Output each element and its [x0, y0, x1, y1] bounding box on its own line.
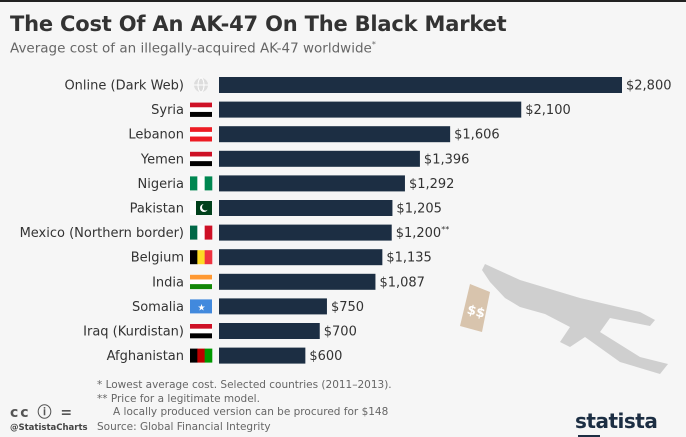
category-label: Belgium — [131, 251, 184, 266]
value-label: $750 — [331, 300, 364, 315]
flag-stripe — [190, 176, 198, 191]
category-label: Lebanon — [128, 128, 184, 143]
flag-stripe — [190, 279, 212, 285]
bar — [219, 224, 392, 241]
bar — [219, 77, 622, 93]
flag-star: ★ — [198, 303, 206, 313]
value-label: $1,200** — [396, 225, 450, 241]
svg-text:$$: $$ — [465, 303, 486, 322]
flag-stripe — [204, 225, 213, 240]
flag-stripe — [190, 151, 212, 157]
flag-stripe — [190, 102, 212, 108]
flag-stripe — [190, 111, 212, 117]
flag-stripe — [190, 250, 198, 265]
chart-title: The Cost Of An AK-47 On The Black Market — [10, 12, 507, 36]
value-label: $1,087 — [379, 275, 425, 290]
footnote-3: A locally produced version can be procur… — [113, 406, 389, 418]
category-label: Afghanistan — [107, 349, 184, 364]
flag-crescent-cut — [202, 203, 209, 211]
bar — [219, 200, 393, 216]
category-label: Mexico (Northern border) — [20, 226, 184, 241]
bar — [219, 101, 522, 118]
price-tag-icon: $$ — [460, 284, 490, 332]
flag-stripe — [190, 274, 212, 280]
statista-logo: statista — [575, 409, 686, 437]
value-label: $1,135 — [386, 251, 432, 266]
logo-text: statista — [575, 409, 658, 433]
value-label: $1,292 — [409, 177, 455, 192]
value-label: $2,800 — [626, 79, 672, 94]
bar — [219, 249, 383, 266]
bar — [219, 323, 320, 339]
footnotes: * Lowest average cost. Selected countrie… — [97, 379, 392, 434]
flag-stripe — [197, 176, 205, 191]
flag-stripe — [197, 225, 205, 240]
ak47-silhouette-icon: $$ — [460, 264, 668, 374]
value-label: $1,606 — [454, 128, 500, 143]
value-label: $1,205 — [396, 202, 442, 217]
bar — [219, 150, 420, 167]
flag-stripe — [204, 176, 213, 191]
creative-commons-icon: cc ⓘ = — [10, 405, 75, 421]
flag-stripe — [204, 250, 213, 265]
footnote-1: * Lowest average cost. Selected countrie… — [97, 379, 392, 391]
category-label: Online (Dark Web) — [64, 79, 184, 94]
flag-stripe — [190, 324, 212, 329]
value-label: $600 — [309, 349, 342, 364]
bar — [219, 298, 327, 315]
source-note: Source: Global Financial Integrity — [97, 420, 271, 433]
value-label: $700 — [324, 325, 357, 340]
subtitle-footnote-mark: * — [371, 40, 376, 49]
bar — [219, 175, 405, 192]
flag-stripe — [190, 225, 198, 240]
bar — [219, 347, 306, 364]
flag-stripe — [190, 131, 212, 137]
subtitle-text: Average cost of an illegally-acquired AK… — [10, 40, 372, 57]
flag-stripe — [190, 201, 196, 215]
flag-stripe — [190, 284, 212, 290]
flag-stripe — [190, 156, 212, 162]
value-label: $2,100 — [525, 103, 571, 118]
flag-stripe — [190, 348, 198, 363]
bar — [219, 273, 376, 290]
flag-somalia — [190, 299, 212, 314]
twitter-handle: @StatistaCharts — [10, 423, 88, 433]
footnote-2: ** Price for a legitimate model. — [97, 392, 260, 405]
category-label: Pakistan — [130, 202, 184, 217]
category-label: India — [152, 275, 184, 290]
flag-stripe — [204, 348, 213, 363]
chart-subtitle: Average cost of an illegally-acquired AK… — [10, 40, 376, 57]
bar — [219, 126, 451, 143]
flag-stripe — [190, 107, 212, 113]
flag-stripe — [190, 333, 212, 339]
flag-stripe — [190, 127, 212, 133]
flag-stripe — [190, 136, 212, 142]
statista-logo-icon — [578, 435, 600, 437]
flag-stripe — [190, 328, 212, 334]
category-label: Syria — [151, 103, 184, 118]
value-label: $1,396 — [424, 152, 470, 167]
category-label: Nigeria — [137, 177, 184, 192]
category-label: Somalia — [132, 300, 184, 315]
category-label: Yemen — [140, 152, 184, 167]
category-label: Iraq (Kurdistan) — [83, 325, 184, 340]
flag-stripe — [197, 250, 205, 265]
flag-stripe — [190, 161, 212, 167]
flag-stripe — [197, 348, 205, 363]
